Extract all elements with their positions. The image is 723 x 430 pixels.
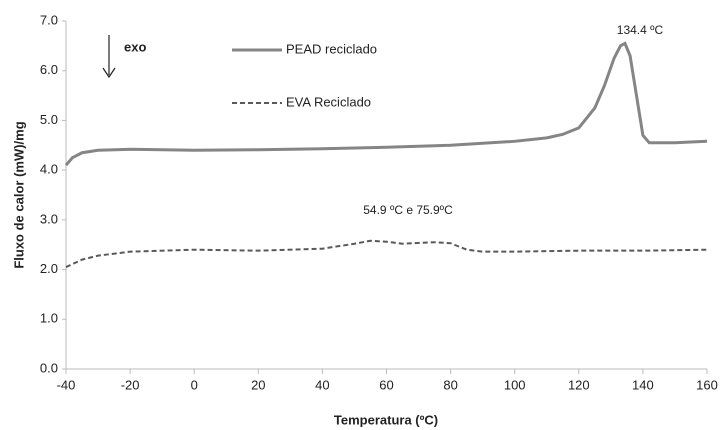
legend-label: EVA Reciclado xyxy=(286,94,371,109)
x-axis-title: Temperatura (ºC) xyxy=(334,412,438,427)
series-line xyxy=(65,239,708,268)
x-tick-label: -40 xyxy=(57,377,76,392)
y-tick-label: 7.0 xyxy=(40,12,58,27)
annotation: 134.4 ºC xyxy=(617,23,664,37)
annotation: exo xyxy=(124,39,146,54)
x-tick-label: 100 xyxy=(504,377,526,392)
x-tick-label: -20 xyxy=(121,377,140,392)
annotation: 54.9 ºC e 75.9ºC xyxy=(363,203,453,217)
y-tick-label: 0.0 xyxy=(40,360,58,375)
y-tick-label: 6.0 xyxy=(40,62,58,77)
x-tick-label: 0 xyxy=(191,377,198,392)
x-tick-label: 140 xyxy=(632,377,654,392)
series-line xyxy=(64,41,708,167)
x-tick-label: 160 xyxy=(696,377,718,392)
x-tick-label: 80 xyxy=(443,377,457,392)
y-tick-label: 2.0 xyxy=(40,261,58,276)
x-tick-label: 120 xyxy=(568,377,590,392)
legend-label: PEAD reciclado xyxy=(286,41,377,56)
x-tick-label: 40 xyxy=(315,377,329,392)
y-tick-label: 4.0 xyxy=(40,162,58,177)
exo-arrow xyxy=(102,35,116,79)
x-tick-label: 20 xyxy=(251,377,265,392)
x-tick-label: 60 xyxy=(379,377,393,392)
y-tick-label: 1.0 xyxy=(40,311,58,326)
y-tick-label: 5.0 xyxy=(40,112,58,127)
y-axis-title: Fluxo de calor (mW)/mg xyxy=(11,121,26,268)
y-tick-label: 3.0 xyxy=(40,211,58,226)
